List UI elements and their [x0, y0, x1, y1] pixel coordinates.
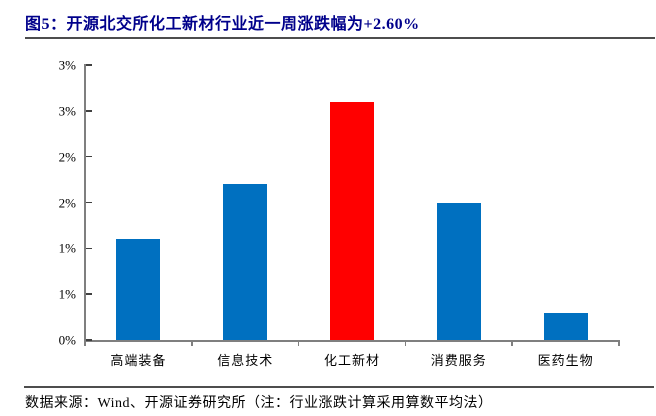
- y-tick-mark: [85, 155, 92, 158]
- figure-title: 图5：开源北交所化工新材行业近一周涨跌幅为+2.60%: [25, 16, 420, 33]
- chart-bar: [436, 202, 481, 340]
- x-category-label: 高端装备: [110, 353, 167, 368]
- x-axis-line: [84, 340, 620, 342]
- x-tick-mark: [404, 341, 407, 346]
- x-tick-mark: [84, 341, 86, 346]
- x-tick-mark: [511, 341, 513, 346]
- x-category-label: 消费服务: [430, 353, 487, 368]
- y-axis-tick-label: 1%: [58, 240, 76, 256]
- chart-bar: [223, 184, 268, 340]
- x-tick-mark: [618, 341, 620, 346]
- x-category-label: 化工新材: [323, 353, 380, 368]
- bar-chart: 0% 1% 1% 2% 2% 3% 3% 高端装备 信息技术 化工新材 消费服务 医药生物: [58, 57, 620, 368]
- y-tick-mark: [85, 64, 92, 66]
- chart-bar: [543, 312, 588, 340]
- y-tick-mark: [85, 201, 92, 204]
- y-axis-tick-label: 2%: [58, 195, 76, 210]
- source-note: 数据来源：Wind、开源证券研究所（注：行业涨跌计算采用算数平均法）: [25, 396, 493, 411]
- y-axis-tick-label: 0%: [58, 332, 76, 348]
- y-tick-mark: [85, 247, 92, 250]
- x-tick-mark: [191, 341, 193, 346]
- y-axis-tick-label: 3%: [58, 57, 76, 73]
- y-axis-tick-label: 3%: [58, 103, 76, 119]
- chart-bar: [330, 101, 374, 340]
- x-tick-mark: [297, 341, 300, 346]
- y-tick-mark: [85, 110, 92, 112]
- x-category-label: 医药生物: [537, 353, 594, 368]
- y-tick-mark: [85, 339, 92, 341]
- footer-divider: [24, 386, 654, 388]
- x-category-label: 信息技术: [217, 353, 274, 368]
- y-axis-tick-label: 2%: [58, 149, 76, 165]
- title-divider: [25, 37, 655, 39]
- chart-bar: [116, 239, 161, 340]
- y-axis-line: [84, 64, 86, 341]
- y-tick-mark: [85, 293, 92, 295]
- y-axis-tick-label: 1%: [58, 286, 76, 302]
